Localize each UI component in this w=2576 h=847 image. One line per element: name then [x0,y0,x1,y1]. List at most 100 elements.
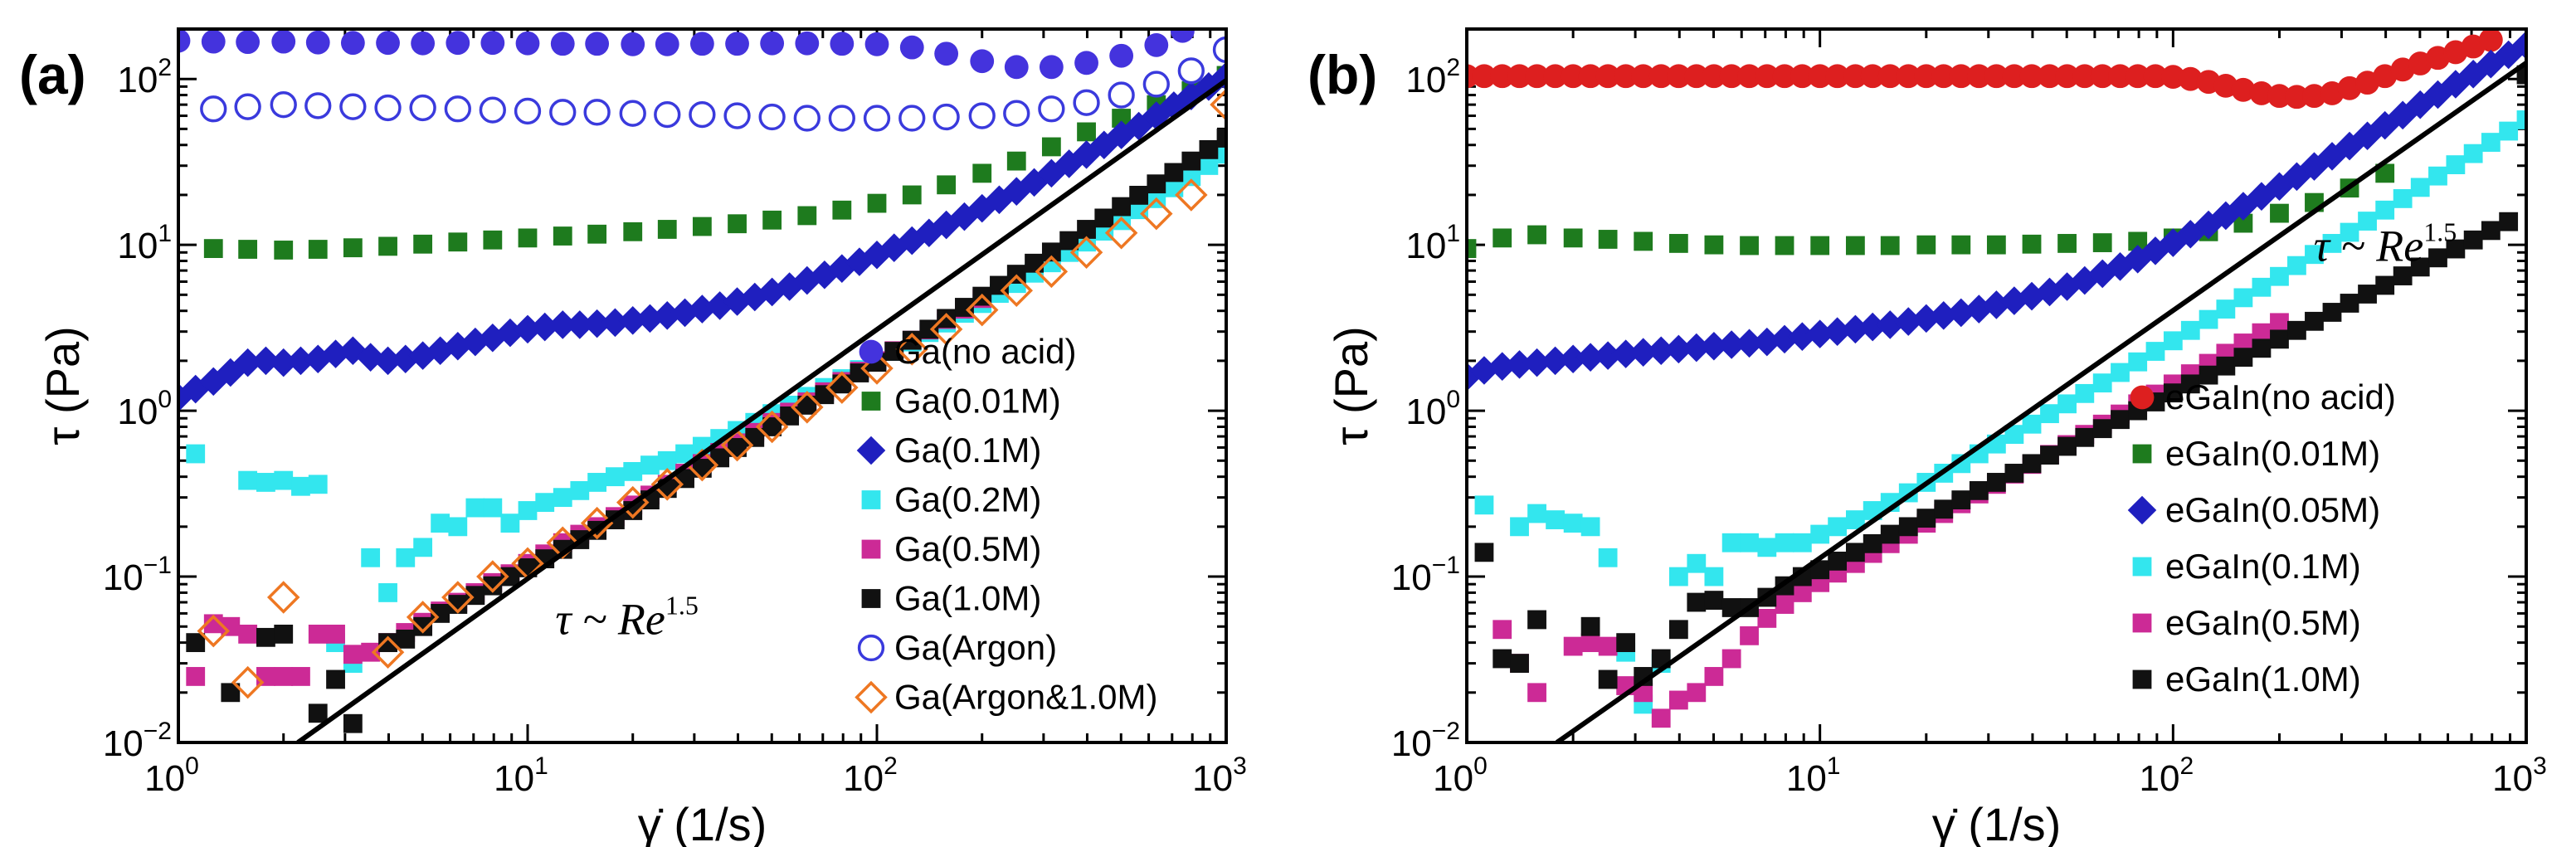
data-point [570,480,590,500]
data-point [2322,234,2342,253]
data-point [898,105,926,132]
data-point [587,224,607,244]
data-point [652,301,682,330]
data-point [361,548,381,567]
legend-label: eGaIn(0.5M) [2165,603,2361,642]
y-tick-label: 10−2 [103,718,172,764]
x-tick-label: 101 [1786,752,1841,799]
data-point [2140,236,2170,265]
data-point [827,254,857,283]
data-point [1721,533,1741,552]
data-point [238,240,258,259]
data-point [1911,304,1941,333]
data-point [2410,178,2430,197]
data-point [2075,383,2095,403]
legend-label: Ga(0.1M) [894,431,1041,470]
data-point [270,91,297,119]
data-point [550,32,575,56]
legend-item: Ga(no acid) [859,332,1076,371]
legend-item: eGaIn(no acid) [2130,377,2396,416]
legend-item: Ga(0.1M) [856,431,1041,470]
data-area [178,29,1226,733]
x-tick-label: 103 [2492,752,2547,799]
data-point [1951,490,1971,509]
data-point [1752,327,1782,357]
data-point [441,581,475,614]
data-point [1073,89,1100,116]
data-point [1893,307,1923,336]
data-point [762,210,782,230]
data-point [234,93,261,120]
data-point [2322,303,2342,322]
data-point [2375,200,2395,220]
legend-label: Ga(0.2M) [894,480,1041,519]
data-point [2002,64,2027,89]
data-point [535,493,555,513]
data-point [1595,64,1620,89]
data-point [929,313,963,346]
data-point [480,31,505,56]
data-point [2270,203,2289,223]
data-point [2499,212,2519,231]
data-point [2516,65,2526,85]
data-point [2388,100,2418,130]
data-point [2022,414,2042,434]
data-point [723,102,751,129]
data-point [2035,277,2064,307]
data-point [396,548,416,567]
data-point [1041,242,1061,262]
data-point [1684,64,1709,89]
data-point [1077,122,1096,142]
data-point [2270,266,2289,286]
y-axis-label: τ (Pa) [37,326,89,445]
data-point [1527,683,1546,703]
data-point [1038,95,1065,123]
data-point [1041,137,1061,157]
data-point [705,291,734,320]
data-point [1719,64,1744,89]
data-point [1104,217,1138,250]
data-point [1175,178,1208,212]
data-point [2233,348,2253,368]
data-point [413,234,433,254]
data-point [2285,85,2309,110]
data-point [1634,231,1653,251]
legend-item: Ga(1.0M) [861,579,1041,618]
y-tick-label: 101 [117,220,172,266]
data-point [266,581,300,614]
data-point [1775,236,1794,256]
data-point [1580,633,1600,653]
data-area [1467,29,2526,728]
legend-marker [856,436,886,465]
data-point [1668,690,1688,710]
data-point [1527,610,1546,630]
data-point [1646,336,1676,366]
data-point [1510,654,1529,673]
data-point [1490,64,1515,89]
data-point [793,105,821,132]
data-point [2180,320,2200,340]
legend-marker [2132,669,2152,689]
data-point [1668,234,1688,253]
data-point [2233,333,2253,353]
y-tick-label: 102 [117,54,172,100]
data-point [448,517,468,537]
data-point [2428,166,2447,186]
legend-item: Ga(0.01M) [861,382,1061,421]
data-point [720,428,754,462]
data-point [186,444,206,464]
data-point [1828,551,1848,571]
data-point [2199,309,2218,329]
data-point [444,95,471,123]
data-point [413,616,433,636]
data-point [970,49,995,74]
data-point [2228,192,2258,221]
series-egain-0-05m [1467,31,2526,392]
data-point [1580,517,1600,537]
data-point [1035,255,1069,289]
x-tick-label: 101 [494,752,548,799]
data-point [343,713,363,733]
data-point [1493,649,1512,669]
data-point [1631,64,1656,89]
data-point [269,348,299,377]
